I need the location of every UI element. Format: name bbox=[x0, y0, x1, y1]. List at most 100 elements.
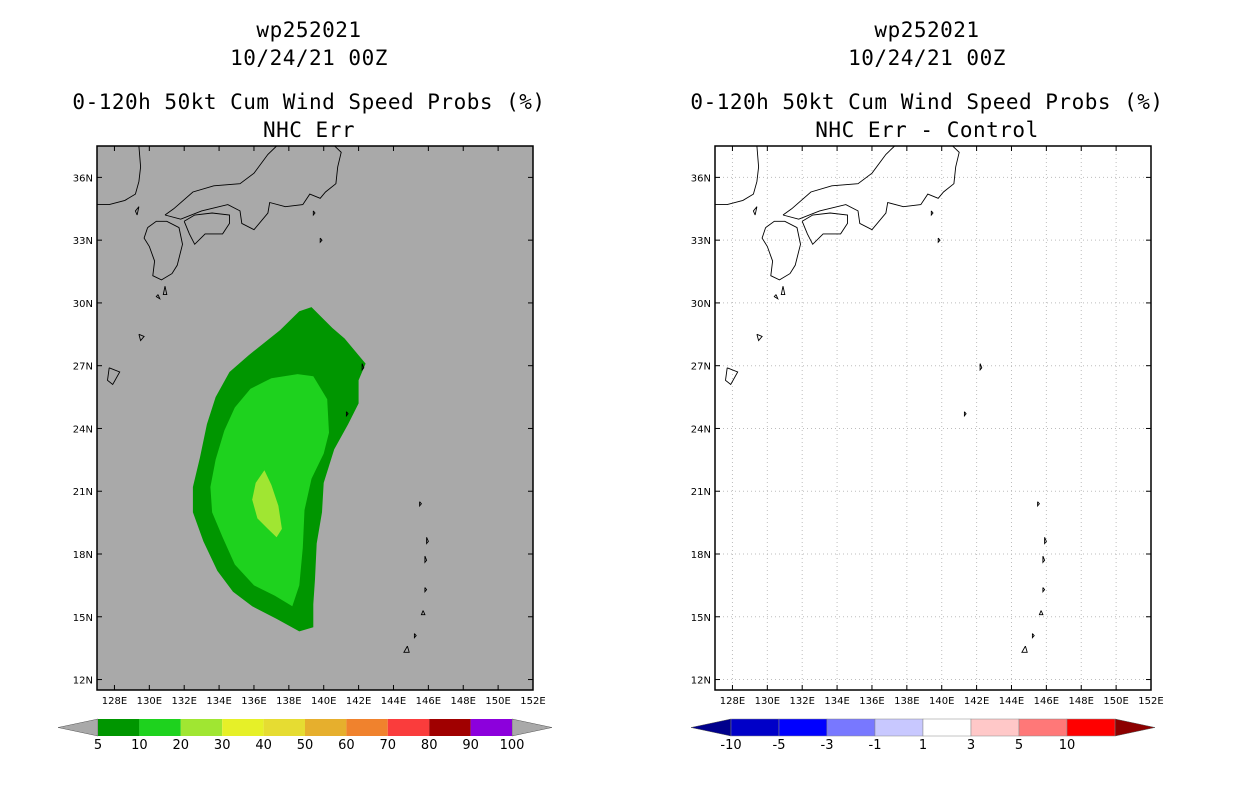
map-frame bbox=[714, 145, 1152, 691]
coastline bbox=[424, 555, 428, 564]
coastline bbox=[756, 333, 763, 342]
lon-label: 144E bbox=[381, 696, 406, 707]
right-title-product: 0-120h 50kt Cum Wind Speed Probs (%) bbox=[690, 90, 1164, 114]
colorbar-under-arrow bbox=[690, 718, 732, 737]
lat-label: 30N bbox=[691, 299, 711, 310]
right-title-variant: NHC Err - Control bbox=[815, 118, 1039, 142]
colorbar-label: 5 bbox=[1015, 738, 1023, 753]
coastline bbox=[1021, 645, 1028, 653]
colorbar-label: 50 bbox=[297, 738, 314, 753]
lat-label: 33N bbox=[73, 236, 93, 247]
coastline bbox=[97, 146, 142, 206]
colorbar-over-arrow bbox=[1114, 718, 1156, 737]
lon-label: 140E bbox=[311, 696, 336, 707]
colorbar-swatch bbox=[470, 719, 512, 736]
colorbar-label: -3 bbox=[821, 738, 834, 753]
colorbar-swatch bbox=[346, 719, 388, 736]
colorbar-swatch bbox=[826, 718, 876, 737]
lon-label: 144E bbox=[999, 696, 1024, 707]
colorbar-swatch bbox=[305, 719, 347, 736]
map-frame bbox=[96, 145, 534, 691]
lon-label: 140E bbox=[929, 696, 954, 707]
coastline bbox=[403, 645, 410, 653]
lat-label: 33N bbox=[691, 236, 711, 247]
colorbar-swatch bbox=[222, 719, 264, 736]
lon-label: 150E bbox=[485, 696, 510, 707]
lat-label: 18N bbox=[73, 550, 93, 561]
lon-label: 128E bbox=[720, 696, 745, 707]
right-title-storm-id: wp252021 bbox=[874, 18, 980, 42]
colorbar-swatch bbox=[1018, 718, 1068, 737]
coastline bbox=[1031, 633, 1035, 639]
coastline bbox=[138, 333, 145, 342]
colorbar-label: 1 bbox=[919, 738, 927, 753]
colorbar-label: 10 bbox=[1059, 738, 1076, 753]
lat-label: 15N bbox=[691, 613, 711, 624]
coastline bbox=[1037, 501, 1040, 508]
colorbar-label: -1 bbox=[869, 738, 882, 753]
coastline bbox=[780, 286, 786, 296]
coastline bbox=[107, 367, 121, 386]
colorbar-label: 60 bbox=[338, 738, 355, 753]
colorbar-label: 90 bbox=[462, 738, 479, 753]
coastline bbox=[155, 294, 161, 300]
lon-label: 136E bbox=[241, 696, 266, 707]
left-panel: wp252021 10/24/21 00Z 0-120h 50kt Cum Wi… bbox=[57, 18, 553, 753]
coastline bbox=[725, 367, 739, 386]
coastline bbox=[183, 212, 230, 246]
coastline bbox=[1044, 537, 1047, 545]
coastline bbox=[143, 220, 183, 281]
left-title-product: 0-120h 50kt Cum Wind Speed Probs (%) bbox=[72, 90, 546, 114]
colorbar-under-arrow bbox=[57, 718, 99, 737]
lon-label: 130E bbox=[137, 696, 162, 707]
lat-label: 12N bbox=[691, 676, 711, 687]
coastline bbox=[979, 363, 983, 372]
coastline bbox=[1042, 555, 1046, 564]
lon-label: 146E bbox=[416, 696, 441, 707]
colorbar-label: 10 bbox=[131, 738, 148, 753]
lon-label: 146E bbox=[1034, 696, 1059, 707]
colorbar-label: 20 bbox=[173, 738, 190, 753]
lon-label: 132E bbox=[171, 696, 196, 707]
colorbar-swatch bbox=[139, 719, 181, 736]
coastline bbox=[361, 363, 365, 372]
lat-label: 18N bbox=[691, 550, 711, 561]
colorbar-swatch bbox=[970, 718, 1020, 737]
coastline bbox=[345, 411, 349, 418]
lon-label: 148E bbox=[451, 696, 476, 707]
right-map: 36N 33N 30N 27N 24N 21N 18N 15N 12N 128E 130E 132E 1… bbox=[690, 145, 1164, 753]
colorbar-swatch bbox=[778, 718, 828, 737]
coastline bbox=[715, 146, 760, 206]
lon-label: 138E bbox=[894, 696, 919, 707]
lon-label: 138E bbox=[276, 696, 301, 707]
colorbar-swatch bbox=[180, 719, 223, 736]
lat-label: 24N bbox=[73, 424, 93, 435]
lon-label: 150E bbox=[1103, 696, 1128, 707]
colorbar-label: -10 bbox=[720, 738, 741, 753]
coastline bbox=[1042, 587, 1046, 593]
right-title-date: 10/24/21 00Z bbox=[848, 46, 1006, 70]
colorbar-swatch bbox=[1066, 718, 1116, 737]
colorbar-swatch bbox=[387, 719, 430, 736]
colorbar-label: 5 bbox=[94, 738, 102, 753]
coastline bbox=[963, 411, 967, 418]
probability-contour-20 bbox=[252, 470, 282, 538]
coastline bbox=[782, 146, 960, 231]
lon-label: 142E bbox=[964, 696, 989, 707]
coastline bbox=[930, 210, 934, 217]
lon-label: 152E bbox=[1138, 696, 1163, 707]
coastline bbox=[937, 237, 941, 244]
colorbar-swatch bbox=[874, 718, 924, 737]
lat-label: 27N bbox=[691, 362, 711, 373]
lat-label: 30N bbox=[73, 299, 93, 310]
left-map: 36N 33N 30N 27N 24N 21N 18N 15N 12N 128E 130E 132E 1… bbox=[57, 145, 553, 753]
lon-label: 148E bbox=[1069, 696, 1094, 707]
lat-label: 12N bbox=[73, 676, 93, 687]
colorbar-swatch bbox=[98, 719, 140, 736]
lon-label: 142E bbox=[346, 696, 371, 707]
coastline bbox=[134, 206, 140, 216]
coastline bbox=[162, 286, 168, 296]
lat-label: 21N bbox=[73, 487, 93, 498]
colorbar-swatch bbox=[730, 718, 780, 737]
colorbar-label: -5 bbox=[773, 738, 786, 753]
